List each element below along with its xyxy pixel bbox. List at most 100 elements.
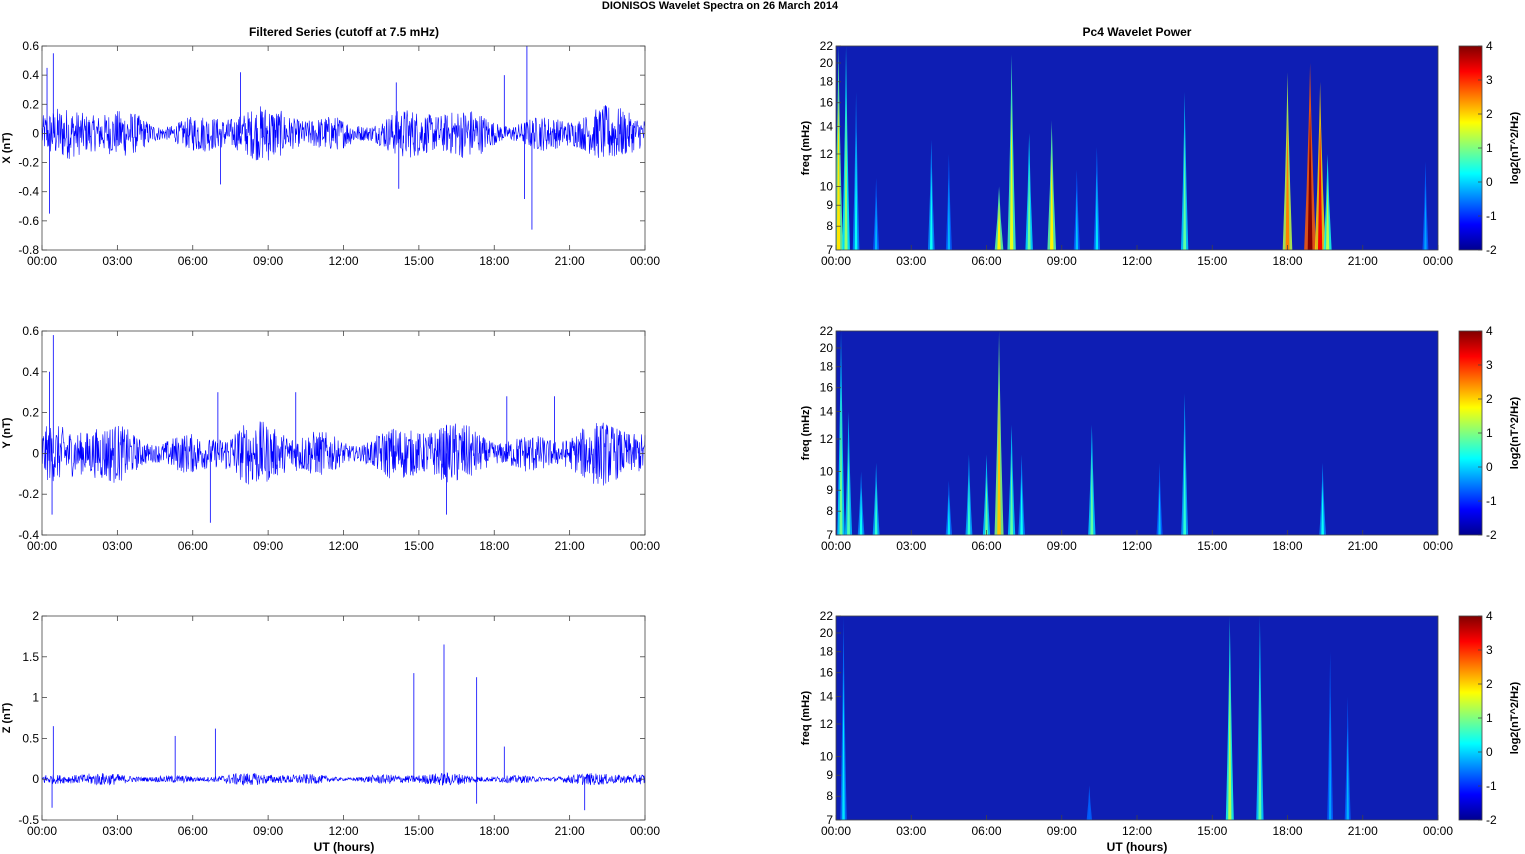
ytick-label: 0.2 bbox=[22, 97, 39, 111]
xtick-label: 21:00 bbox=[555, 254, 585, 268]
xtick-label: 00:00 bbox=[1423, 254, 1453, 268]
signal-trace bbox=[41, 771, 646, 786]
xtick-label: 03:00 bbox=[102, 539, 132, 553]
burst-core bbox=[1158, 480, 1161, 535]
xtick-label: 21:00 bbox=[555, 824, 585, 838]
yaxis-label: Z (nT) bbox=[1, 702, 13, 733]
xtick-label: 00:00 bbox=[821, 824, 851, 838]
ytick-label: 7 bbox=[826, 243, 833, 257]
ytick-label: 0 bbox=[32, 772, 39, 786]
left-xaxis-label: UT (hours) bbox=[314, 840, 375, 854]
timeseries-panel-2: -0.4 -0.2 0 0.2 0.4 0.6 00:00 03:00 06:00 09:00 12… bbox=[1, 324, 660, 553]
ytick-label: 0.2 bbox=[22, 406, 39, 420]
xtick-label: 21:00 bbox=[1348, 539, 1378, 553]
xtick-label: 03:00 bbox=[896, 824, 926, 838]
xtick-label: 09:00 bbox=[1047, 824, 1077, 838]
xtick-label: 03:00 bbox=[896, 539, 926, 553]
burst-core bbox=[1027, 162, 1031, 250]
spectrogram-background bbox=[836, 331, 1438, 535]
ytick-label: 0.5 bbox=[22, 731, 39, 745]
xtick-label: 00:00 bbox=[27, 254, 57, 268]
xtick-label: 15:00 bbox=[1197, 539, 1227, 553]
burst-core bbox=[1010, 452, 1014, 535]
colorbar-tick-label: 0 bbox=[1486, 175, 1493, 189]
xtick-label: 06:00 bbox=[178, 254, 208, 268]
colorbar-tick-label: -1 bbox=[1486, 779, 1497, 793]
xtick-label: 12:00 bbox=[328, 824, 358, 838]
xtick-label: 00:00 bbox=[1423, 824, 1453, 838]
xtick-label: 18:00 bbox=[1272, 824, 1302, 838]
colorbar-tick-label: -1 bbox=[1486, 209, 1497, 223]
xtick-label: 09:00 bbox=[253, 824, 283, 838]
ytick-label: 0 bbox=[32, 446, 39, 460]
colorbar-tick-label: -2 bbox=[1486, 243, 1497, 257]
ytick-label: 0.6 bbox=[22, 39, 39, 53]
figure-title: DIONISOS Wavelet Spectra on 26 March 201… bbox=[602, 0, 839, 12]
ytick-label: -0.2 bbox=[18, 487, 39, 501]
burst-core bbox=[997, 382, 1001, 535]
xtick-label: 06:00 bbox=[971, 539, 1001, 553]
colorbar-tick-label: -1 bbox=[1486, 494, 1497, 508]
colorbar-tick-label: -2 bbox=[1486, 528, 1497, 542]
ytick-label: 20 bbox=[820, 341, 834, 355]
ytick-label: 8 bbox=[826, 504, 833, 518]
ytick-label: 9 bbox=[826, 483, 833, 497]
xtick-label: 09:00 bbox=[253, 254, 283, 268]
xtick-label: 12:00 bbox=[1122, 254, 1152, 268]
ytick-label: 18 bbox=[820, 75, 834, 89]
colorbar-tick-label: 2 bbox=[1486, 677, 1493, 691]
burst-core bbox=[874, 480, 878, 535]
ytick-label: 12 bbox=[820, 147, 834, 161]
ytick-label: 7 bbox=[826, 813, 833, 827]
burst-core bbox=[1075, 189, 1079, 250]
xtick-label: 15:00 bbox=[404, 254, 434, 268]
ytick-label: 0 bbox=[32, 126, 39, 140]
burst-core bbox=[842, 667, 845, 820]
xtick-label: 21:00 bbox=[555, 539, 585, 553]
colorbar-label: log2(nT^2/Hz) bbox=[1509, 111, 1521, 184]
xtick-label: 00:00 bbox=[27, 824, 57, 838]
colorbar-tick-label: 0 bbox=[1486, 460, 1493, 474]
ytick-label: 1 bbox=[32, 691, 39, 705]
xtick-label: 06:00 bbox=[971, 824, 1001, 838]
ytick-label: 12 bbox=[820, 432, 834, 446]
yaxis-label: Y (nT) bbox=[1, 417, 13, 448]
xtick-label: 12:00 bbox=[328, 254, 358, 268]
xtick-label: 00:00 bbox=[630, 254, 660, 268]
burst-core bbox=[1183, 428, 1187, 535]
burst-core bbox=[929, 167, 933, 250]
burst-core bbox=[836, 97, 841, 250]
burst-core bbox=[1328, 693, 1332, 820]
signal-trace bbox=[41, 105, 646, 161]
burst-layer bbox=[837, 331, 1326, 535]
ytick-label: 8 bbox=[826, 219, 833, 233]
burst-core bbox=[1228, 667, 1232, 820]
burst-core bbox=[844, 97, 848, 250]
colorbar-label: log2(nT^2/Hz) bbox=[1509, 396, 1521, 469]
burst-core bbox=[1258, 667, 1262, 820]
xtick-label: 15:00 bbox=[1197, 824, 1227, 838]
xtick-label: 18:00 bbox=[1272, 254, 1302, 268]
ytick-label: 10 bbox=[820, 749, 834, 763]
xtick-label: 03:00 bbox=[896, 254, 926, 268]
colorbar-tick-label: 3 bbox=[1486, 73, 1493, 87]
ytick-label: 9 bbox=[826, 768, 833, 782]
colorbar-tick-label: 4 bbox=[1486, 609, 1493, 623]
ytick-label: 14 bbox=[820, 120, 834, 134]
burst-core bbox=[947, 177, 951, 250]
xtick-label: 12:00 bbox=[328, 539, 358, 553]
left-column-title: Filtered Series (cutoff at 7.5 mHz) bbox=[249, 25, 439, 39]
ytick-label: 14 bbox=[820, 405, 834, 419]
xtick-label: 06:00 bbox=[178, 539, 208, 553]
xtick-label: 00:00 bbox=[821, 539, 851, 553]
ytick-label: 22 bbox=[820, 39, 834, 53]
xtick-label: 18:00 bbox=[479, 254, 509, 268]
ytick-label: 14 bbox=[820, 690, 834, 704]
burst-core bbox=[839, 382, 843, 535]
ytick-label: 0.4 bbox=[22, 68, 39, 82]
xtick-label: 09:00 bbox=[1047, 254, 1077, 268]
spectrogram-background bbox=[836, 46, 1438, 250]
xtick-label: 06:00 bbox=[178, 824, 208, 838]
